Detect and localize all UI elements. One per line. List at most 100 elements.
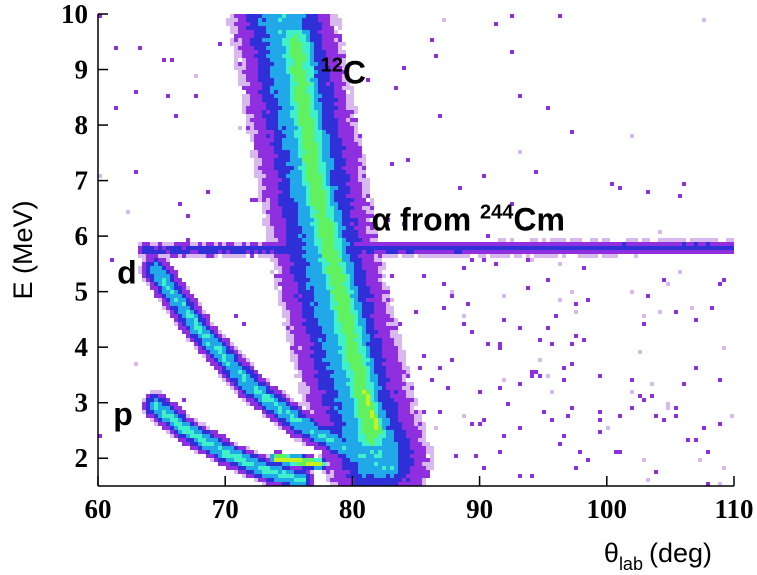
heatmap-cell <box>330 82 334 86</box>
heatmap-cell <box>530 238 534 242</box>
heatmap-cell <box>458 246 462 250</box>
heatmap-cell <box>342 206 346 210</box>
heatmap-cell <box>298 302 302 306</box>
heatmap-cell <box>350 134 354 138</box>
heatmap-cell <box>286 266 290 270</box>
heatmap-cell <box>330 34 334 38</box>
heatmap-cell <box>202 450 206 454</box>
heatmap-cell <box>410 422 414 426</box>
heatmap-cell <box>482 174 486 178</box>
heatmap-cell <box>326 74 330 78</box>
heatmap-cell <box>294 198 298 202</box>
heatmap-cell <box>286 210 290 214</box>
heatmap-cell <box>306 82 310 86</box>
heatmap-cell <box>206 358 210 362</box>
heatmap-cell <box>274 210 278 214</box>
heatmap-cell <box>346 130 350 134</box>
heatmap-cell <box>322 86 326 90</box>
heatmap-cell <box>346 322 350 326</box>
heatmap-cell <box>442 250 446 254</box>
heatmap-cell <box>378 410 382 414</box>
heatmap-cell <box>274 34 278 38</box>
heatmap-cell <box>274 242 278 246</box>
heatmap-cell <box>418 482 422 486</box>
heatmap-cell <box>274 206 278 210</box>
heatmap-cell <box>298 458 302 462</box>
heatmap-cell <box>242 370 246 374</box>
heatmap-cell <box>282 398 286 402</box>
heatmap-cell <box>366 194 370 198</box>
heatmap-cell <box>178 434 182 438</box>
heatmap-cell <box>206 190 210 194</box>
heatmap-cell <box>318 258 322 262</box>
heatmap-cell <box>538 254 542 258</box>
heatmap-cell <box>250 82 254 86</box>
heatmap-cell <box>154 282 158 286</box>
heatmap-cell <box>246 62 250 66</box>
heatmap-cell <box>294 154 298 158</box>
heatmap-cell <box>278 218 282 222</box>
heatmap-cell <box>570 406 574 410</box>
heatmap-cell <box>234 382 238 386</box>
heatmap-cell <box>246 74 250 78</box>
heatmap-cell <box>314 110 318 114</box>
heatmap-cell <box>458 250 462 254</box>
heatmap-cell <box>250 398 254 402</box>
heatmap-cell <box>282 294 286 298</box>
heatmap-cell <box>98 434 102 438</box>
heatmap-cell <box>350 458 354 462</box>
heatmap-cell <box>374 366 378 370</box>
heatmap-cell <box>330 62 334 66</box>
heatmap-cell <box>334 350 338 354</box>
heatmap-cell <box>322 266 326 270</box>
heatmap-cell <box>422 478 426 482</box>
heatmap-cell <box>330 310 334 314</box>
heatmap-cell <box>310 330 314 334</box>
heatmap-cell <box>290 254 294 258</box>
heatmap-cell <box>286 482 290 486</box>
heatmap-cell <box>278 478 282 482</box>
heatmap-cell <box>358 442 362 446</box>
heatmap-cell <box>374 326 378 330</box>
heatmap-cell <box>362 306 366 310</box>
heatmap-cell <box>358 170 362 174</box>
heatmap-cell <box>394 346 398 350</box>
heatmap-cell <box>362 234 366 238</box>
heatmap-cell <box>290 282 294 286</box>
heatmap-cell <box>334 314 338 318</box>
heatmap-cell <box>154 254 158 258</box>
heatmap-cell <box>302 350 306 354</box>
heatmap-cell <box>274 386 278 390</box>
heatmap-cell <box>178 314 182 318</box>
heatmap-cell <box>666 250 670 254</box>
heatmap-cell <box>386 290 390 294</box>
heatmap-cell <box>246 242 250 246</box>
heatmap-cell <box>366 274 370 278</box>
heatmap-cell <box>310 238 314 242</box>
heatmap-cell <box>278 422 282 426</box>
heatmap-cell <box>482 258 486 262</box>
heatmap-cell <box>418 426 422 430</box>
heatmap-cell <box>146 270 150 274</box>
heatmap-cell <box>374 442 378 446</box>
heatmap-cell <box>322 414 326 418</box>
heatmap-cell <box>374 222 378 226</box>
heatmap-cell <box>334 434 338 438</box>
heatmap-cell <box>318 22 322 26</box>
heatmap-cell <box>378 246 382 250</box>
heatmap-cell <box>310 362 314 366</box>
heatmap-cell <box>430 462 434 466</box>
heatmap-cell <box>346 418 350 422</box>
heatmap-cell <box>174 282 178 286</box>
heatmap-cell <box>594 242 598 246</box>
heatmap-cell <box>582 254 586 258</box>
heatmap-cell <box>354 262 358 266</box>
heatmap-cell <box>258 58 262 62</box>
heatmap-cell <box>206 354 210 358</box>
heatmap-cell <box>254 398 258 402</box>
heatmap-cell <box>230 350 234 354</box>
heatmap-cell <box>306 286 310 290</box>
heatmap-cell <box>290 406 294 410</box>
heatmap-cell <box>270 106 274 110</box>
